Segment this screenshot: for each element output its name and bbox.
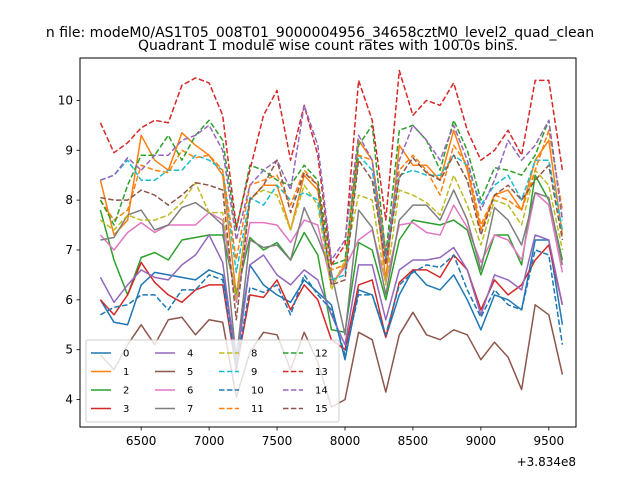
series-line-4 [99, 234, 564, 366]
legend-label-6: 6 [187, 386, 193, 397]
legend-label-14: 14 [315, 386, 328, 397]
legend-label-5: 5 [187, 367, 193, 378]
legend-label-11: 11 [251, 404, 264, 415]
legend-label-12: 12 [315, 349, 328, 360]
legend-label-4: 4 [187, 349, 193, 360]
legend-label-15: 15 [315, 404, 328, 415]
y-tick-label: 8 [65, 193, 73, 207]
legend-label-1: 1 [123, 367, 129, 378]
series-line-8 [99, 169, 564, 301]
legend-label-13: 13 [315, 367, 328, 378]
legend-label-9: 9 [251, 367, 257, 378]
x-tick-label: 7000 [194, 434, 225, 448]
x-tick-label: 9500 [534, 434, 565, 448]
series-line-15 [100, 154, 564, 321]
legend-label-7: 7 [187, 404, 193, 415]
axes-frame [79, 57, 577, 428]
series-line-2 [99, 174, 564, 334]
series-line-11 [99, 129, 564, 271]
series-line-12 [99, 119, 564, 266]
legend-label-3: 3 [123, 404, 129, 415]
y-tick-label: 7 [65, 243, 73, 257]
y-tick-label: 5 [65, 343, 73, 357]
x-offset-label: +3.834e8 [517, 455, 576, 469]
chart-suptitle: n file: modeM0/AS1T05_008T01_9000004956_… [46, 25, 594, 41]
chart-title: Quadrant 1 module wise count rates with … [138, 38, 518, 54]
legend-label-10: 10 [251, 386, 264, 397]
legend-box [85, 339, 340, 423]
x-tick-label: 8000 [330, 434, 361, 448]
series-line-9 [100, 154, 564, 281]
x-tick-label: 7500 [262, 434, 293, 448]
legend-label-2: 2 [123, 386, 129, 397]
x-tick-label: 6500 [126, 434, 157, 448]
series-line-6 [99, 191, 564, 304]
y-tick-label: 4 [65, 393, 73, 407]
series-line-0 [99, 239, 564, 361]
y-tick-label: 6 [65, 293, 73, 307]
x-tick-label: 8500 [398, 434, 429, 448]
series-line-7 [100, 189, 564, 361]
series-line-13 [99, 69, 564, 266]
legend-label-8: 8 [251, 349, 257, 360]
legend-label-0: 0 [123, 349, 129, 360]
y-tick-label: 9 [65, 143, 73, 157]
y-tick-label: 10 [58, 93, 73, 107]
x-tick-label: 9000 [466, 434, 497, 448]
series-line-10 [100, 249, 564, 368]
series-line-14 [100, 104, 564, 261]
